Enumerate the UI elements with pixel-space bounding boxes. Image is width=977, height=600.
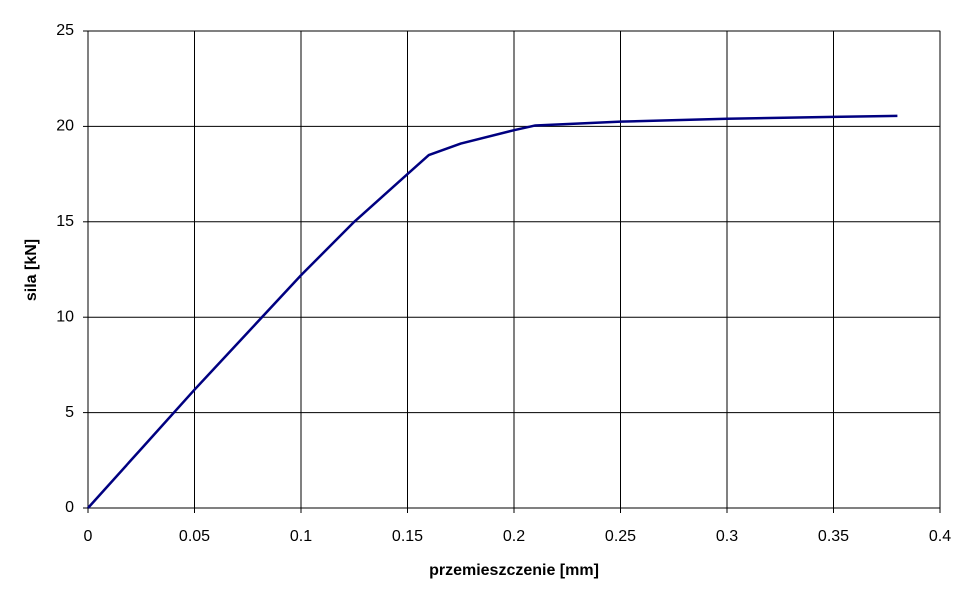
x-tick-label: 0.35: [818, 528, 849, 545]
y-tick-label: 5: [65, 404, 74, 421]
y-tick-label: 15: [56, 213, 74, 230]
data-line: [87, 114, 898, 509]
x-tick-label: 0.05: [179, 528, 210, 545]
x-tick-label: 0: [84, 528, 93, 545]
x-tick-label: 0.2: [503, 528, 525, 545]
x-tick-label: 0.1: [290, 528, 312, 545]
y-axis-title: sila [kN]: [23, 239, 40, 301]
x-tick-label: 0.25: [605, 528, 636, 545]
x-tick-label: 0.4: [929, 528, 951, 545]
y-tick-label: 25: [56, 22, 74, 39]
y-tick-label: 0: [65, 499, 74, 516]
x-axis-title: przemieszczenie [mm]: [429, 562, 599, 579]
x-tick-label: 0.3: [716, 528, 738, 545]
y-tick-label: 20: [56, 118, 74, 135]
y-tick-label: 10: [56, 308, 74, 325]
x-tick-label: 0.15: [392, 528, 423, 545]
